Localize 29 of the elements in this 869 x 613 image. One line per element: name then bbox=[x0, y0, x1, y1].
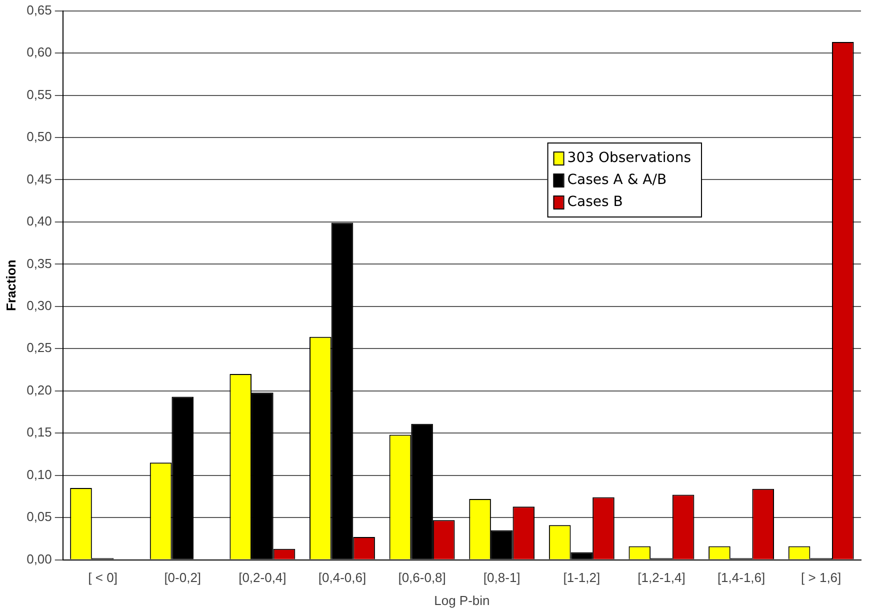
x-tick-label: [1,4-1,6] bbox=[717, 570, 766, 586]
y-tick-label: 0,60 bbox=[26, 44, 52, 60]
x-tick-label: [0,8-1] bbox=[483, 570, 520, 586]
y-tick-label: 0,50 bbox=[26, 129, 52, 144]
legend-label: Cases B bbox=[567, 194, 623, 210]
y-axis-title: Fraction bbox=[3, 260, 18, 311]
x-tick-label: [ > 1,6] bbox=[801, 570, 842, 586]
y-tick-label: 0,65 bbox=[26, 2, 52, 18]
y-tick-label: 0,55 bbox=[26, 86, 52, 102]
legend-label: Cases A & A/B bbox=[567, 172, 667, 188]
x-tick-label: [1,2-1,4] bbox=[638, 570, 686, 586]
x-axis-title: Log P-bin bbox=[434, 592, 490, 608]
y-tick-label: 0,00 bbox=[26, 551, 52, 566]
y-tick-label: 0,45 bbox=[26, 171, 52, 186]
x-tick-label: [0,6-0,8] bbox=[398, 570, 446, 586]
x-tick-label: [0,4-0,6] bbox=[318, 570, 366, 586]
y-tick-label: 0,15 bbox=[26, 424, 52, 440]
x-tick-label: [0,2-0,4] bbox=[238, 570, 286, 586]
y-tick-label: 0,30 bbox=[26, 298, 52, 313]
x-tick-label: [ < 0] bbox=[88, 570, 118, 586]
y-tick-label: 0,40 bbox=[26, 214, 52, 229]
y-tick-label: 0,35 bbox=[26, 256, 52, 271]
legend-label: 303 Observations bbox=[567, 150, 691, 166]
y-tick-label: 0,05 bbox=[26, 509, 52, 524]
x-tick-label: [1-1,2] bbox=[563, 570, 600, 586]
x-tick-label: [0-0,2] bbox=[164, 570, 202, 586]
y-tick-label: 0,20 bbox=[26, 382, 52, 398]
y-tick-label: 0,10 bbox=[26, 466, 52, 482]
y-tick-label: 0,25 bbox=[26, 340, 52, 356]
